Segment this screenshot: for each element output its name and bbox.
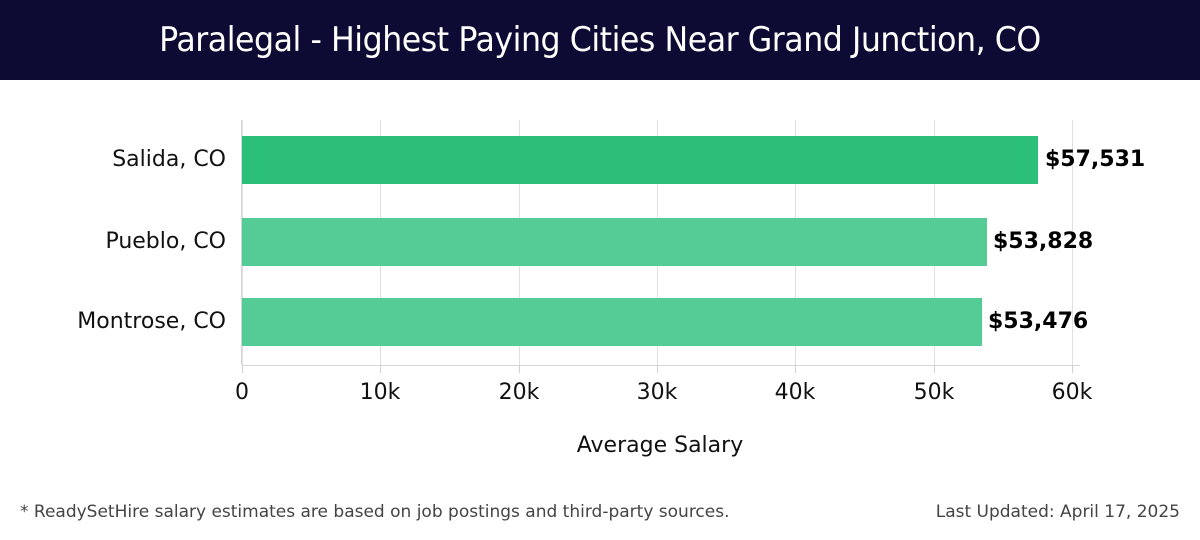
value-label: $53,476: [988, 309, 1089, 334]
last-updated: Last Updated: April 17, 2025: [935, 502, 1180, 522]
category-label: Montrose, CO: [77, 309, 226, 334]
x-tick: [380, 365, 381, 373]
x-tick-label: 50k: [913, 380, 955, 405]
x-tick-label: 0: [235, 380, 249, 405]
x-tick-label: 60k: [1051, 380, 1093, 405]
x-tick-label: 10k: [359, 380, 401, 405]
chart-title: Paralegal - Highest Paying Cities Near G…: [159, 20, 1041, 60]
x-tick: [795, 365, 796, 373]
x-tick: [519, 365, 520, 373]
x-tick-label: 30k: [636, 380, 678, 405]
x-axis-title: Average Salary: [576, 433, 744, 458]
bar-salida: [242, 136, 1038, 184]
x-tick: [242, 365, 243, 373]
bar-montrose: [242, 298, 982, 346]
bar-pueblo: [242, 218, 987, 266]
y-axis-line: [241, 120, 242, 365]
value-label: $53,828: [993, 229, 1094, 254]
x-tick-label: 40k: [774, 380, 816, 405]
x-tick: [934, 365, 935, 373]
title-banner: Paralegal - Highest Paying Cities Near G…: [0, 0, 1200, 80]
x-tick-label: 20k: [498, 380, 540, 405]
category-label: Pueblo, CO: [105, 229, 226, 254]
x-tick: [1072, 365, 1073, 373]
footnote: * ReadySetHire salary estimates are base…: [20, 502, 730, 522]
category-label: Salida, CO: [112, 147, 226, 172]
gridline: [1072, 120, 1073, 365]
value-label: $57,531: [1045, 147, 1146, 172]
x-axis-line: [242, 365, 1080, 366]
x-tick: [657, 365, 658, 373]
